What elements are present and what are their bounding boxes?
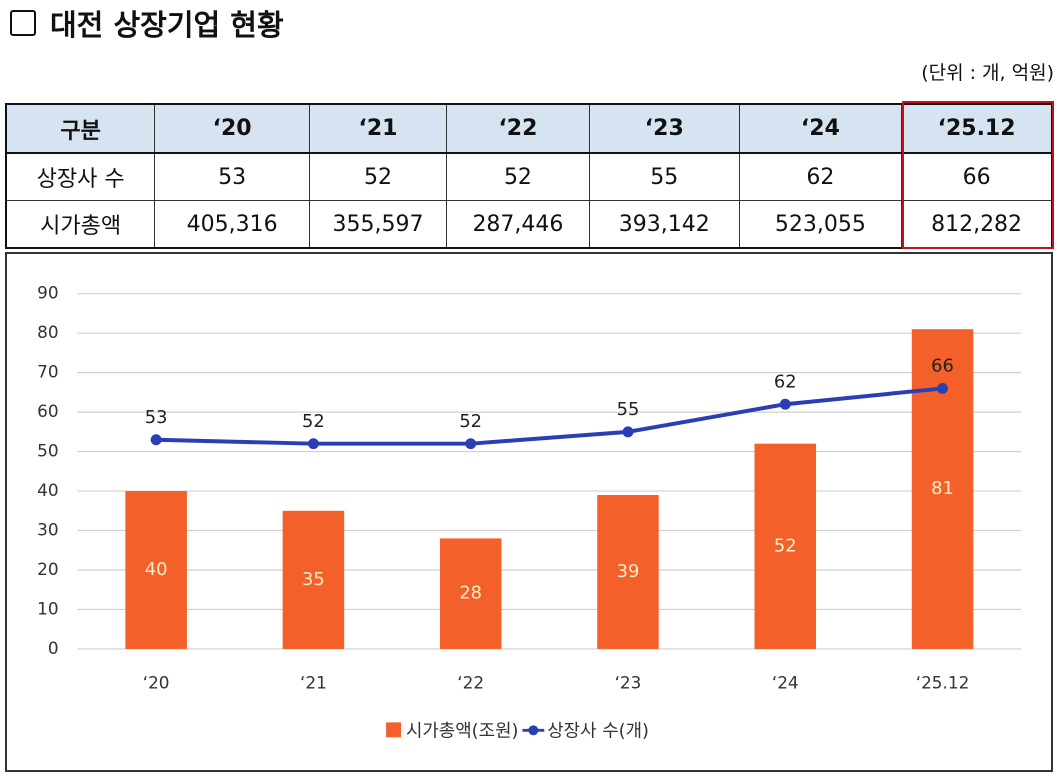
legend-swatch — [386, 722, 401, 738]
y-tick-label: 80 — [37, 322, 58, 342]
table-cell: 393,142 — [588, 200, 740, 249]
line-marker — [307, 438, 319, 450]
table-cell: 상장사 수 — [5, 152, 156, 201]
x-tick-label: ‘24 — [772, 673, 799, 693]
table-cell: 355,597 — [308, 200, 447, 249]
checkbox-icon — [10, 10, 36, 36]
table-cell: 287,446 — [445, 200, 590, 249]
bar-value-label: 40 — [145, 559, 168, 580]
bar-value-label: 39 — [617, 561, 640, 582]
table-cell: 시가총액 — [5, 200, 156, 249]
bar-value-label: 35 — [302, 569, 325, 590]
line — [156, 386, 943, 446]
table-cell: ‘20 — [154, 103, 310, 154]
table-row: 구분 ‘20 ‘21 ‘22 ‘23 ‘24 ‘25.12 — [5, 103, 1053, 154]
legend-label: 시가총액(조원) — [406, 720, 519, 741]
line-value-label: 52 — [302, 411, 325, 432]
y-tick-label: 20 — [37, 559, 58, 579]
bar — [911, 329, 974, 649]
line-marker — [622, 426, 634, 438]
bar — [125, 491, 187, 649]
table-cell: 405,316 — [154, 200, 310, 249]
y-tick-label: 70 — [37, 362, 58, 382]
line-value-label: 53 — [145, 407, 168, 428]
table-cell: 812,282 — [901, 200, 1053, 249]
bar-value-label: 28 — [459, 583, 482, 604]
line-marker — [779, 398, 791, 410]
table-cell: ‘23 — [588, 103, 740, 154]
table-cell: 66 — [901, 152, 1053, 201]
x-tick-label: ‘23 — [615, 673, 642, 693]
x-tick-label: ‘21 — [300, 673, 327, 693]
bar-value-label: 81 — [931, 478, 954, 499]
x-tick-label: ‘22 — [457, 673, 484, 693]
legend-swatch — [528, 725, 539, 736]
table-cell: 523,055 — [738, 200, 903, 249]
y-tick-label: 0 — [48, 638, 59, 658]
table-cell: 52 — [445, 152, 590, 201]
legend-label: 상장사 수(개) — [547, 720, 649, 741]
table-cell: ‘25.12 — [901, 103, 1053, 154]
y-tick-label: 90 — [37, 283, 58, 303]
y-tick-label: 10 — [37, 598, 58, 618]
y-tick-label: 60 — [37, 401, 58, 421]
chart: 0 10 20 30 40 50 60 70 80 90 ‘20 ‘21 ‘22 ‘23 ‘24 ‘25.12… — [5, 252, 1053, 772]
title-text: 대전 상장기업 현황 — [50, 8, 284, 42]
table-cell: ‘21 — [308, 103, 447, 154]
table-cell: ‘22 — [445, 103, 590, 154]
table-cell: 구분 — [5, 103, 156, 154]
y-tick-label: 30 — [37, 520, 58, 540]
line-marker — [937, 382, 949, 394]
line-value-label: 55 — [617, 399, 640, 420]
line-marker — [465, 438, 477, 450]
bar — [754, 443, 817, 649]
line-value-label: 52 — [459, 411, 482, 432]
line-value-label: 62 — [774, 371, 797, 392]
bar-value-label: 52 — [774, 535, 797, 556]
y-tick-label: 40 — [37, 480, 58, 500]
table-cell: 55 — [588, 152, 740, 201]
y-tick-label: 50 — [37, 441, 58, 461]
bar — [597, 494, 659, 649]
summary-table: 구분 ‘20 ‘21 ‘22 ‘23 ‘24 ‘25.12 상장사 수 53 52 52 55 62 66… — [5, 103, 1053, 249]
bar — [439, 538, 502, 649]
table-row: 시가총액 405,316 355,597 287,446 393,142 523,055 8… — [5, 200, 1053, 249]
x-tick-label: ‘20 — [143, 673, 170, 693]
table-cell: 62 — [738, 152, 903, 201]
table-cell: ‘24 — [738, 103, 903, 154]
table-row: 상장사 수 53 52 52 55 62 66 — [5, 152, 1053, 201]
table-cell: 52 — [308, 152, 447, 201]
unit-note: (단위 : 개, 억원) — [921, 62, 1054, 84]
line-value-label: 66 — [931, 356, 954, 377]
title: 대전 상장기업 현황 — [10, 2, 284, 44]
bar — [282, 510, 345, 649]
table-cell: 53 — [154, 152, 310, 201]
x-tick-label: ‘25.12 — [916, 673, 970, 693]
line-marker — [150, 434, 162, 446]
